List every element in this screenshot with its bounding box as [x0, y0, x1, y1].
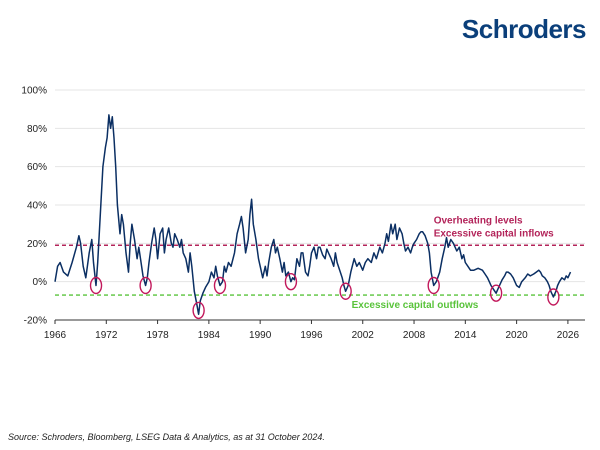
overheating-label: Overheating levels: [434, 215, 523, 226]
x-tick-label: 2014: [454, 330, 477, 341]
x-tick-label: 2008: [403, 330, 426, 341]
x-tick-label: 1972: [95, 330, 118, 341]
y-tick-label: 60%: [27, 162, 47, 173]
y-tick-label: 100%: [21, 86, 47, 97]
gridlines: [55, 89, 585, 321]
trough-circle: [427, 276, 440, 295]
y-tick-label: 40%: [27, 201, 47, 212]
trough-circle: [489, 284, 503, 302]
y-tick-label: 80%: [27, 124, 47, 135]
trough-circle: [213, 276, 227, 295]
trough-circle: [339, 282, 352, 300]
x-tick-label: 1978: [146, 330, 169, 341]
series-lines: [54, 114, 572, 316]
trough-circle: [284, 272, 298, 291]
series-line: [54, 114, 572, 316]
x-axis-ticks: 1966 1972 1978 1984 1990 1996 2002 2008 2014 2020…: [44, 320, 580, 341]
outflows-label: Excessive capital outflows: [352, 300, 479, 311]
y-tick-label: 0%: [33, 277, 48, 288]
x-tick-label: 2002: [352, 330, 375, 341]
x-tick-label: 1996: [300, 330, 323, 341]
x-tick-label: 1984: [198, 330, 221, 341]
x-tick-label: 1990: [249, 330, 272, 341]
y-tick-label: 20%: [27, 239, 47, 250]
schroders-logo: Schroders: [461, 14, 587, 44]
trough-circle: [547, 288, 560, 306]
trough-circles: [89, 272, 560, 320]
x-tick-label: 2026: [557, 330, 580, 341]
inflows-label: Excessive capital inflows: [434, 228, 554, 239]
threshold-lines: Overheating levels Excessive capital infl…: [55, 215, 585, 311]
y-axis-ticks: -20% 0% 20% 40% 60% 80% 100%: [21, 86, 47, 327]
x-tick-label: 1966: [44, 330, 67, 341]
trough-circle: [139, 276, 152, 295]
y-tick-label: -20%: [24, 316, 47, 327]
source-note: Source: Schroders, Bloomberg, LSEG Data …: [8, 432, 325, 442]
trough-circle: [192, 301, 205, 320]
x-tick-label: 2020: [505, 330, 528, 341]
trough-circle: [89, 276, 103, 295]
